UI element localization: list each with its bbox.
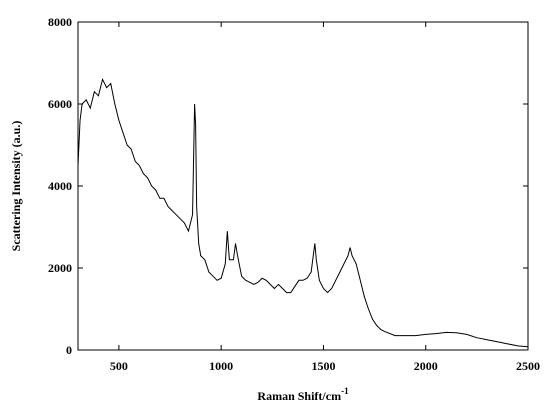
- x-tick-label: 500: [110, 359, 128, 373]
- x-tick-label: 1000: [209, 359, 233, 373]
- x-axis-label: Raman Shift/cm-1: [257, 386, 349, 403]
- plot-frame: [77, 21, 529, 351]
- x-label-sup: -1: [341, 386, 349, 396]
- y-tick-label: 0: [66, 343, 72, 357]
- x-tick-label: 1500: [311, 359, 335, 373]
- y-axis-label: Scattering Intensity (a.u.): [9, 121, 23, 252]
- spectrum-line: [77, 77, 529, 348]
- x-tick-label: 2500: [516, 359, 540, 373]
- y-tick-label: 6000: [48, 97, 72, 111]
- x-tick-label: 2000: [414, 359, 438, 373]
- y-tick-label: 8000: [48, 15, 72, 29]
- x-label-main: Raman Shift/cm: [257, 389, 341, 403]
- y-tick-label: 4000: [48, 179, 72, 193]
- y-tick-label: 2000: [48, 261, 72, 275]
